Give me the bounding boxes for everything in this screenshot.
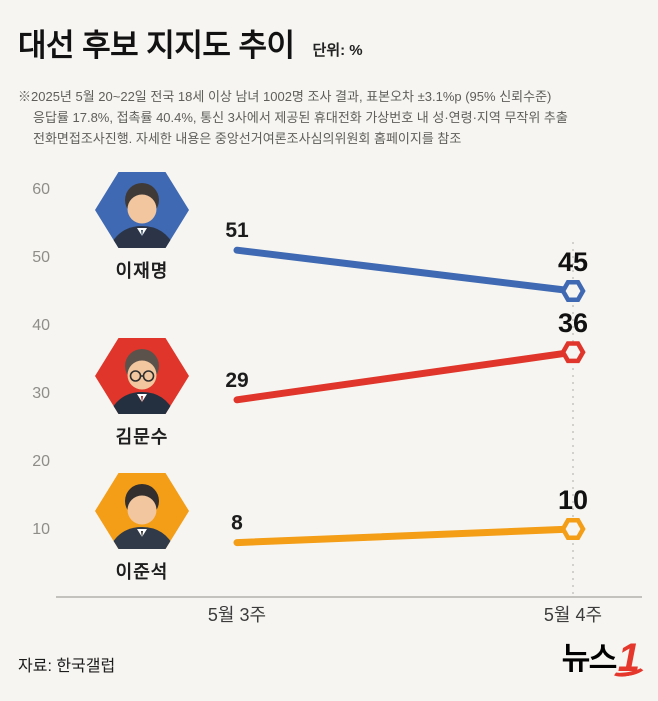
y-tick-label: 20 bbox=[32, 453, 50, 470]
news1-logo: 뉴스 1 bbox=[561, 638, 647, 680]
value-label-end-2: 10 bbox=[558, 485, 588, 515]
y-tick-label: 60 bbox=[32, 181, 50, 198]
value-label-start-1: 29 bbox=[225, 369, 248, 392]
value-label-start-0: 51 bbox=[225, 219, 249, 242]
value-label-end-1: 36 bbox=[558, 308, 588, 338]
y-tick-label: 40 bbox=[32, 317, 50, 334]
series-end-marker-2 bbox=[560, 518, 586, 540]
header: 대선 후보 지지도 추이 단위: % bbox=[18, 20, 363, 65]
logo-text-red: 1 bbox=[617, 636, 640, 680]
person-portrait-icon bbox=[109, 183, 175, 248]
page-title: 대선 후보 지지도 추이 bbox=[18, 28, 295, 63]
person-portrait-icon bbox=[109, 484, 175, 549]
value-label-end-0: 45 bbox=[558, 247, 588, 277]
candidate-photo-lee-jun-seok bbox=[95, 473, 189, 549]
x-tick-label: 5월 3주 bbox=[208, 605, 266, 625]
candidate-photo-kim-moon-soo bbox=[95, 338, 189, 414]
footnote-line: 전화면접조사진행. 자세한 내용은 중앙선거여론조사심의위원회 홈페이지를 참조 bbox=[33, 131, 462, 147]
survey-footnote: ※2025년 5월 20~22일 전국 18세 이상 남녀 1002명 조사 결… bbox=[18, 86, 568, 149]
candidate-photo-lee-jae-myung bbox=[95, 172, 189, 248]
source-label: 자료: 한국갤럽 bbox=[18, 658, 116, 675]
footnote-line: ※2025년 5월 20~22일 전국 18세 이상 남녀 1002명 조사 결… bbox=[18, 89, 552, 104]
y-tick-label: 50 bbox=[32, 249, 50, 266]
unit-label: 단위: % bbox=[312, 42, 363, 59]
series-end-marker-0 bbox=[560, 280, 586, 302]
logo-text-black: 뉴스 bbox=[561, 640, 618, 676]
candidate-name: 김문수 bbox=[115, 427, 169, 447]
candidate-block-lee-jae-myung: 이재명 bbox=[82, 172, 202, 283]
candidate-name: 이준석 bbox=[115, 562, 169, 582]
person-portrait-icon bbox=[109, 349, 175, 414]
series-line-1 bbox=[233, 348, 577, 404]
value-label-start-2: 8 bbox=[231, 512, 243, 535]
footnote-line: 응답률 17.8%, 접촉률 40.4%, 통신 3사에서 제공된 휴대전화 가… bbox=[33, 110, 568, 126]
series-line-2 bbox=[233, 525, 577, 547]
y-tick-label: 10 bbox=[32, 521, 50, 538]
series-line-0 bbox=[233, 246, 577, 295]
x-tick-label: 5월 4주 bbox=[544, 605, 602, 625]
logo-one: 1 bbox=[608, 638, 647, 680]
candidate-block-kim-moon-soo: 김문수 bbox=[82, 338, 202, 449]
series-end-marker-1 bbox=[560, 341, 586, 364]
candidate-name: 이재명 bbox=[115, 261, 169, 281]
candidate-block-lee-jun-seok: 이준석 bbox=[82, 473, 202, 584]
y-tick-label: 30 bbox=[32, 385, 50, 402]
